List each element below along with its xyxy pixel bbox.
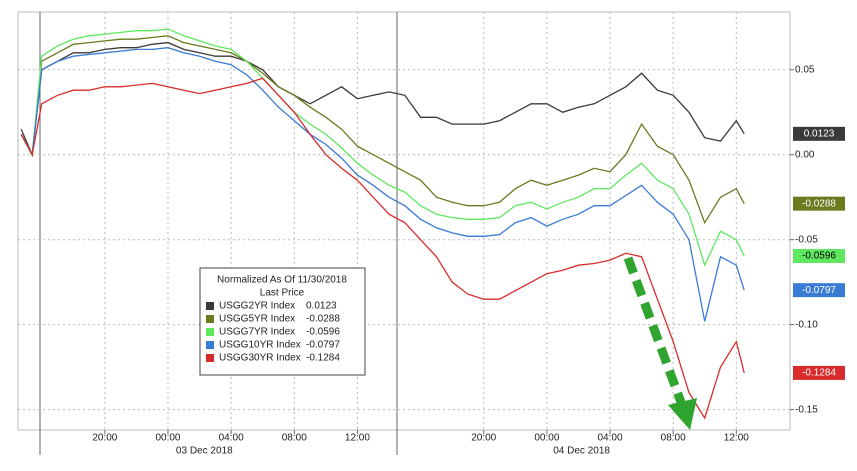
trend-arrow [623,256,697,430]
series-line [20,47,745,322]
legend-title: Normalized As Of 11/30/2018 [217,275,347,286]
x-tick-label: 00:00 [534,433,559,444]
x-tick-label: 12:00 [345,433,370,444]
legend-swatch [206,302,214,310]
x-tick-label: 00:00 [155,433,180,444]
arrow-shaft [623,256,687,407]
series-line [20,28,745,268]
legend-value: -0.1284 [306,353,340,364]
y-tick-label: -0.10 [795,319,818,330]
lines [20,28,745,420]
x-tick-label: 04:00 [598,433,623,444]
x-date-label: 04 Dec 2018 [553,446,610,457]
legend-label: USGG30YR Index [219,353,301,364]
legend-value: 0.0123 [306,301,337,312]
value-tag-label: -0.0596 [802,251,836,262]
legend-value: -0.0596 [306,327,340,338]
arrow-head [668,398,697,430]
legend-swatch [206,315,214,323]
x-tick-label: 20:00 [471,433,496,444]
series-line [20,35,745,225]
x-tick-label: 12:00 [724,433,749,444]
value-tag [793,126,845,141]
value-tags: 0.0123 -0.0288 -0.0596 -0.0797 -0.1284 [793,126,845,380]
plot-frame [17,11,791,431]
series-line [20,77,745,420]
y-tick-label: 0.00 [795,149,815,160]
x-tick-label: 08:00 [661,433,686,444]
value-tag [793,365,845,380]
legend-label: USGG5YR Index [219,314,295,325]
value-tag [793,283,845,298]
legend-label: USGG10YR Index [219,340,301,351]
value-tag [793,249,845,264]
value-tag-label: -0.1284 [802,368,836,379]
y-tick-label: -0.05 [795,234,818,245]
x-tick-label: 04:00 [219,433,244,444]
legend-value: -0.0797 [306,340,340,351]
value-tag-label: -0.0797 [802,285,836,296]
x-tick-label: 08:00 [282,433,307,444]
grid [18,12,794,434]
x-tick-label: 20:00 [92,433,117,444]
legend-swatch [206,328,214,336]
x-date-label: 03 Dec 2018 [176,446,233,457]
value-tag-label: -0.0288 [802,198,836,209]
legend: Normalized As Of 11/30/2018 Last Price U… [199,267,366,376]
legend-value: -0.0288 [306,314,340,325]
y-tick-label: -0.15 [795,404,818,415]
legend-swatch [206,341,214,349]
legend-swatch [206,354,214,362]
value-tag [793,196,845,211]
value-tag-label: 0.0123 [804,128,835,139]
legend-box [199,267,366,376]
y-tick-label: 0.05 [795,64,815,75]
series-line [20,41,745,158]
legend-label: USGG2YR Index [219,301,295,312]
legend-subtitle: Last Price [260,288,305,299]
legend-label: USGG7YR Index [219,327,295,338]
